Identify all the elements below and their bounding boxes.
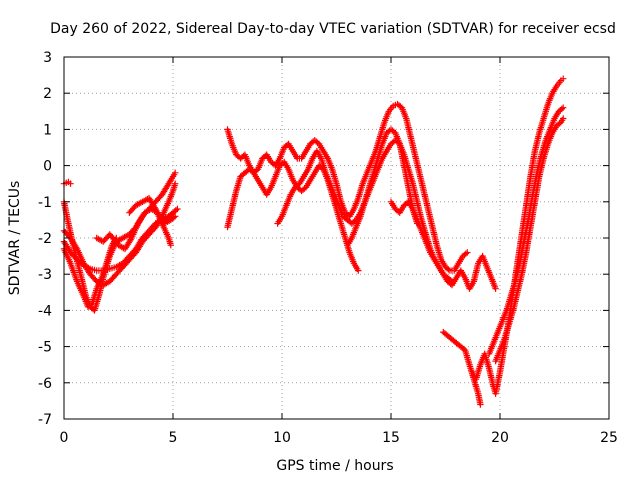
series-track-o	[485, 104, 567, 357]
marker-path-11	[387, 198, 499, 292]
series-track-g	[126, 195, 174, 249]
y-tick-labels: -7 -6 -5 -4 -3 -2 -1 0 1 2 3	[38, 50, 52, 428]
x-axis-label: GPS time / hours	[276, 458, 393, 474]
y-tick-label-9: 2	[43, 86, 52, 102]
chart-title: Day 260 of 2022, Sidereal Day-to-day VTE…	[50, 21, 616, 37]
marker-path-7	[224, 100, 471, 274]
series-track-k	[344, 126, 421, 249]
marker-path-6	[126, 195, 174, 249]
x-tick-label-4: 20	[491, 430, 509, 446]
y-tick-label-0: -7	[38, 412, 52, 428]
marker-path-1	[60, 169, 179, 314]
marker-path-15	[492, 115, 567, 365]
y-tick-label-3: -4	[38, 303, 52, 319]
y-axis-label: SDTVAR / TECUs	[7, 181, 23, 296]
y-tick-label-7: 0	[43, 159, 52, 175]
series-track-b	[60, 169, 179, 314]
y-tick-label-1: -6	[38, 376, 52, 392]
series-track-h	[224, 100, 471, 274]
tick-marks	[63, 56, 610, 420]
x-tick-label-2: 10	[273, 430, 291, 446]
series-track-a	[60, 178, 74, 187]
x-tick-labels: 0 5 10 15 20 25	[60, 430, 618, 446]
y-tick-label-8: 1	[43, 122, 52, 138]
marker-path-14	[485, 104, 567, 357]
y-tick-label-10: 3	[43, 50, 52, 66]
marker-path-0	[60, 178, 74, 187]
series-track-l	[387, 198, 499, 292]
y-tick-label-2: -5	[38, 340, 52, 356]
x-tick-label-0: 0	[60, 430, 69, 446]
y-tick-label-5: -2	[38, 231, 52, 247]
y-tick-label-4: -3	[38, 267, 52, 283]
marker-path-10	[344, 126, 421, 249]
x-tick-label-3: 15	[382, 430, 400, 446]
x-tick-label-5: 25	[600, 430, 618, 446]
x-tick-label-1: 5	[169, 430, 178, 446]
series-track-p	[492, 115, 567, 365]
data-markers	[60, 75, 567, 408]
y-tick-label-6: -1	[38, 195, 52, 211]
